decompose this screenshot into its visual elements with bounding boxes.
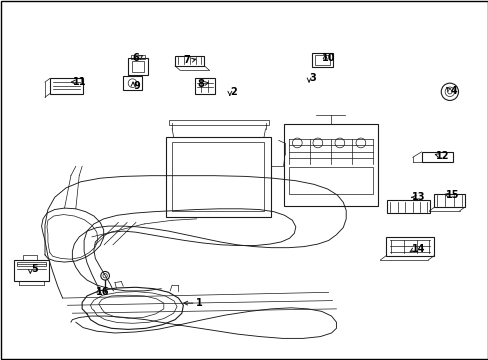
Bar (386, 237, 433, 256)
Bar (131, 55, 144, 59)
Text: 14: 14 (411, 244, 425, 254)
Text: 2: 2 (230, 87, 237, 97)
Text: 9: 9 (133, 81, 140, 91)
Text: 16: 16 (96, 287, 109, 297)
Bar (166, 137, 271, 217)
Bar (23, 255, 37, 260)
Bar (128, 58, 147, 75)
Bar (132, 61, 143, 72)
Text: 5: 5 (31, 264, 38, 274)
Bar (17, 262, 46, 266)
Text: 1: 1 (196, 298, 203, 308)
Text: 6: 6 (132, 53, 139, 63)
Text: 7: 7 (183, 55, 190, 66)
Text: 11: 11 (73, 77, 86, 87)
Bar (311, 53, 332, 67)
Text: 15: 15 (445, 190, 459, 200)
Bar (50, 78, 83, 94)
Text: 8: 8 (197, 78, 203, 89)
Bar (14, 260, 49, 281)
Bar (421, 152, 452, 162)
Bar (175, 56, 204, 66)
Bar (433, 194, 464, 207)
Bar (168, 120, 268, 125)
Text: 10: 10 (322, 53, 335, 63)
Bar (123, 76, 142, 90)
Bar (314, 55, 329, 65)
Bar (288, 167, 372, 194)
Text: 4: 4 (449, 86, 456, 96)
Text: 12: 12 (435, 150, 449, 161)
Bar (386, 200, 429, 213)
Text: 13: 13 (411, 192, 425, 202)
Bar (283, 124, 377, 206)
Bar (172, 142, 264, 211)
Bar (194, 78, 215, 94)
Text: 3: 3 (309, 73, 316, 84)
